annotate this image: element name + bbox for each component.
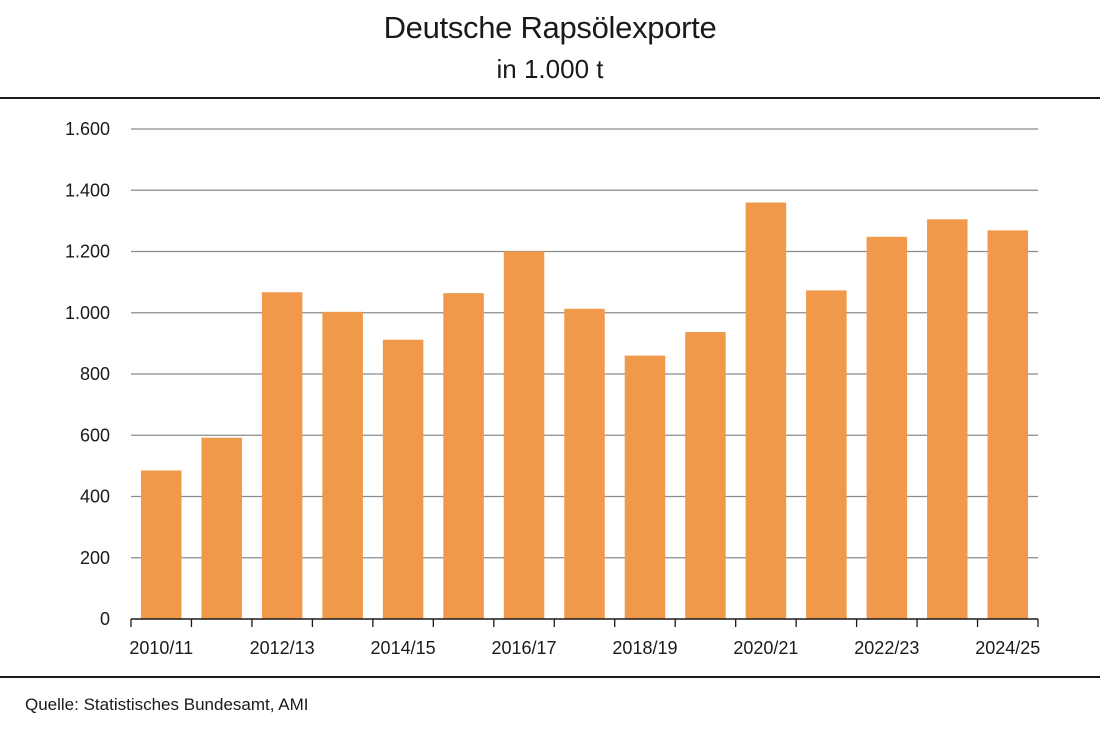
- bar-2016-17: [503, 251, 545, 619]
- y-tick-label: 200: [80, 548, 110, 568]
- y-tick-label: 1.400: [65, 180, 110, 200]
- x-tick-label: 2010/11: [129, 638, 193, 658]
- bar-2015-16: [443, 293, 484, 619]
- bar-2014-15: [382, 339, 424, 619]
- bar-2022-23: [866, 236, 908, 620]
- chart-title: Deutsche Rapsölexporte: [383, 10, 717, 45]
- y-tick-label: 400: [80, 487, 110, 507]
- bar-2020-21: [745, 202, 787, 619]
- y-tick-label: 0: [100, 609, 110, 629]
- y-tick-label: 600: [80, 425, 110, 445]
- y-tick-label: 1.200: [65, 242, 110, 262]
- x-tick-label: 2012/13: [250, 638, 315, 658]
- bar-2011-12: [201, 437, 242, 619]
- bar-2021-22: [806, 290, 847, 619]
- y-tick-label: 1.600: [65, 119, 110, 139]
- bar-2017-18: [564, 308, 605, 619]
- y-tick-label: 800: [80, 364, 110, 384]
- x-tick-label: 2020/21: [733, 638, 798, 658]
- x-tick-label: 2018/19: [612, 638, 677, 658]
- x-tick-label: 2022/23: [854, 638, 919, 658]
- y-tick-label: 1.000: [65, 303, 110, 323]
- top-divider: [0, 97, 1100, 99]
- chart-subtitle: in 1.000 t: [496, 54, 604, 84]
- x-tick-label: 2016/17: [491, 638, 556, 658]
- source-note: Quelle: Statistisches Bundesamt, AMI: [25, 695, 309, 714]
- x-tick-label: 2024/25: [975, 638, 1040, 658]
- bar-2019-20: [685, 332, 726, 619]
- bar-2023-24: [927, 219, 968, 619]
- bar-2013-14: [322, 311, 363, 619]
- bottom-divider: [0, 676, 1100, 678]
- bar-2012-13: [261, 292, 303, 619]
- bar-2018-19: [624, 355, 666, 619]
- x-tick-label: 2014/15: [371, 638, 436, 658]
- axes: 0 200 400 600 800 1.000 1.200 1.400 1.600 2010/11…: [65, 119, 1040, 658]
- bar-2010-11: [140, 470, 182, 619]
- bars: [140, 202, 1029, 620]
- bar-2024-25: [987, 230, 1029, 619]
